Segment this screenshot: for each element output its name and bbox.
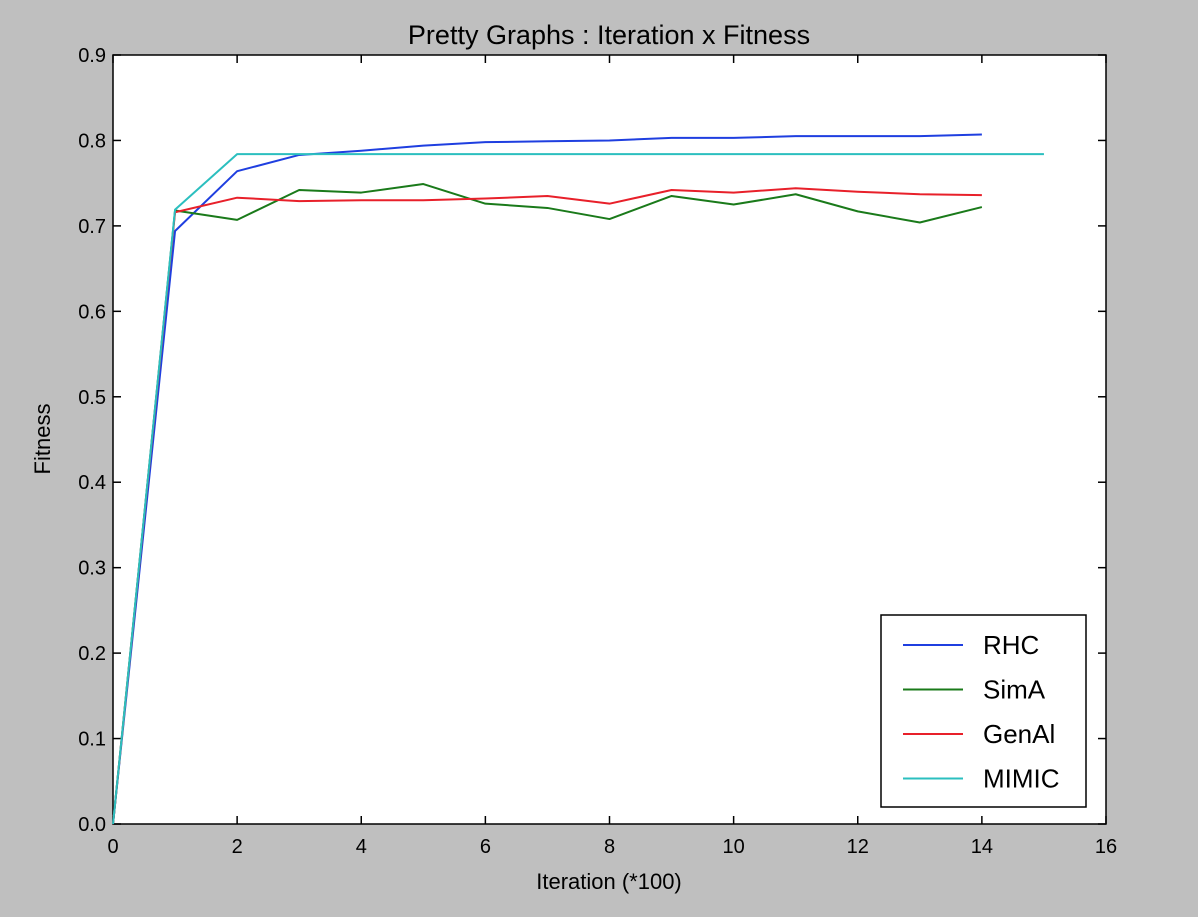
y-tick-label: 0.8 <box>78 130 106 152</box>
x-tick-label: 4 <box>356 836 367 858</box>
y-tick-label: 0.6 <box>78 301 106 323</box>
series-lines <box>112 133 1044 825</box>
x-tick-label: 14 <box>971 836 993 858</box>
series-line-rhc <box>112 133 982 825</box>
y-tick-label: 0.4 <box>78 472 106 494</box>
y-tick-label: 0.5 <box>78 387 106 409</box>
series-line-mimic <box>112 153 1044 825</box>
chart-title: Pretty Graphs : Iteration x Fitness <box>408 20 810 50</box>
x-tick-label: 12 <box>847 836 869 858</box>
x-tick-label: 2 <box>232 836 243 858</box>
y-tick-label: 0.1 <box>78 729 106 751</box>
x-tick-label: 10 <box>723 836 745 858</box>
x-axis-title: Iteration (*100) <box>536 869 682 894</box>
x-tick-label: 0 <box>107 836 118 858</box>
series-line-genal <box>112 187 982 825</box>
legend-label-rhc: RHC <box>983 630 1039 660</box>
y-tick-label: 0.3 <box>78 558 106 580</box>
x-tick-label: 16 <box>1095 836 1117 858</box>
legend-box <box>880 614 1087 808</box>
legend-label-genal: GenAl <box>983 719 1055 749</box>
x-tick-label: 8 <box>604 836 615 858</box>
legend-entries: RHC SimA GenAl MIMIC <box>903 630 1060 794</box>
y-tick-label: 0.0 <box>78 814 106 836</box>
x-tick-label: 6 <box>480 836 491 858</box>
legend-label-mimic: MIMIC <box>983 764 1060 794</box>
legend-label-sima: SimA <box>983 675 1046 705</box>
y-tick-label: 0.7 <box>78 216 106 238</box>
tick-labels: 0 2 4 6 8 10 12 14 16 0.0 0.1 0.2 0.3 0.4 0.5 0.6 0.7 0.8… <box>78 45 1117 858</box>
y-tick-label: 0.2 <box>78 643 106 665</box>
y-tick-label: 0.9 <box>78 45 106 67</box>
legend: RHC SimA GenAl MIMIC <box>880 614 1087 808</box>
series-line-sima <box>112 183 983 825</box>
y-axis-title: Fitness <box>30 404 55 475</box>
